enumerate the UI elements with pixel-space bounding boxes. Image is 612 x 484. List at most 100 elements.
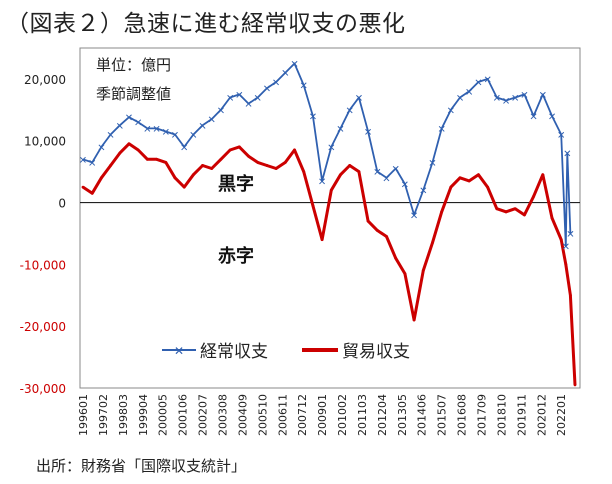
x-tick-label: 199904 bbox=[137, 394, 150, 436]
data-point bbox=[173, 176, 177, 180]
data-point bbox=[477, 173, 480, 177]
data-point: ✕ bbox=[563, 149, 571, 160]
legend-marker-current-account: ✕ bbox=[174, 344, 184, 358]
data-point bbox=[329, 188, 333, 192]
data-point: ✕ bbox=[529, 112, 537, 123]
data-point bbox=[375, 228, 379, 232]
data-point: ✕ bbox=[456, 93, 464, 104]
x-tick-label: 200308 bbox=[216, 394, 229, 436]
y-tick-label: 0 bbox=[58, 197, 66, 211]
data-point bbox=[366, 219, 370, 223]
x-tick-label: 200901 bbox=[316, 394, 329, 436]
series-line-current-account bbox=[82, 62, 572, 247]
source-note: 出所：財務省「国際収支統計」 bbox=[36, 457, 247, 475]
data-point bbox=[394, 256, 398, 260]
y-tick-label: 10,000 bbox=[24, 135, 66, 149]
x-tick-label: 201709 bbox=[476, 394, 489, 436]
data-point bbox=[90, 191, 94, 195]
data-point: ✕ bbox=[97, 143, 105, 154]
data-point: ✕ bbox=[493, 93, 501, 104]
data-point: ✕ bbox=[562, 242, 570, 253]
data-point bbox=[164, 160, 168, 164]
data-point bbox=[348, 164, 352, 167]
data-point: ✕ bbox=[336, 124, 344, 135]
legend-label-current-account: 経常収支 bbox=[200, 342, 268, 362]
data-point: ✕ bbox=[171, 131, 179, 142]
data-point: ✕ bbox=[88, 158, 96, 169]
surplus-label: 黒字 bbox=[218, 173, 254, 195]
data-point bbox=[247, 154, 250, 158]
data-point bbox=[532, 194, 536, 198]
data-point bbox=[504, 210, 508, 214]
data-point bbox=[256, 160, 260, 164]
data-point bbox=[311, 204, 315, 208]
x-tick-label: 201810 bbox=[495, 394, 508, 436]
data-point bbox=[274, 167, 278, 170]
data-point bbox=[118, 151, 122, 155]
data-point: ✕ bbox=[345, 106, 353, 117]
y-axis: 20,000 10,000 0 -10,000 -20,000 -30,000 bbox=[20, 73, 66, 396]
x-tick-label: 199702 bbox=[97, 394, 110, 436]
data-point: ✕ bbox=[198, 121, 206, 132]
x-tick-label: 201204 bbox=[376, 394, 389, 436]
data-point: ✕ bbox=[364, 127, 372, 138]
data-point: ✕ bbox=[428, 158, 436, 169]
data-point bbox=[467, 179, 471, 183]
data-point: ✕ bbox=[382, 174, 390, 185]
data-point: ✕ bbox=[483, 75, 491, 86]
data-point bbox=[339, 173, 342, 177]
data-point bbox=[550, 216, 554, 220]
data-point: ✕ bbox=[474, 78, 482, 89]
data-point bbox=[495, 207, 499, 211]
data-point bbox=[564, 262, 568, 266]
data-point bbox=[228, 148, 232, 152]
data-point bbox=[109, 164, 112, 167]
data-point bbox=[449, 185, 453, 189]
data-point bbox=[440, 210, 444, 214]
data-point: ✕ bbox=[116, 121, 124, 132]
data-point: ✕ bbox=[79, 155, 87, 166]
data-point bbox=[573, 383, 577, 387]
x-tick-label: 201406 bbox=[416, 394, 429, 436]
data-point bbox=[265, 164, 269, 167]
data-point bbox=[431, 241, 434, 245]
data-point bbox=[99, 176, 103, 180]
adjust-note: 季節調整値 bbox=[96, 85, 171, 103]
data-point: ✕ bbox=[447, 106, 455, 117]
data-point bbox=[293, 148, 296, 152]
data-point: ✕ bbox=[152, 124, 160, 135]
data-point: ✕ bbox=[566, 229, 574, 240]
x-tick-label: 199803 bbox=[117, 394, 130, 436]
data-point bbox=[210, 167, 214, 170]
data-point: ✕ bbox=[125, 113, 133, 124]
x-tick-label: 201103 bbox=[356, 394, 369, 436]
data-point: ✕ bbox=[235, 90, 243, 101]
x-tick-label: 201507 bbox=[436, 394, 449, 436]
data-point bbox=[357, 170, 361, 174]
x-tick-label: 202201 bbox=[555, 394, 568, 436]
data-point: ✕ bbox=[244, 100, 252, 111]
x-tick-label: 200207 bbox=[197, 394, 210, 436]
data-point: ✕ bbox=[539, 90, 547, 101]
series-line-trade-balance bbox=[82, 142, 577, 385]
data-point: ✕ bbox=[143, 124, 151, 135]
x-tick-label: 200409 bbox=[236, 394, 249, 436]
data-point bbox=[182, 185, 186, 189]
data-point: ✕ bbox=[208, 115, 216, 126]
y-tick-label: -30,000 bbox=[20, 382, 66, 396]
data-point bbox=[559, 238, 563, 242]
unit-note: 単位：億円 bbox=[96, 56, 171, 74]
data-point bbox=[237, 145, 241, 149]
data-point: ✕ bbox=[309, 112, 317, 123]
data-point bbox=[569, 293, 572, 297]
data-point: ✕ bbox=[327, 143, 335, 154]
x-tick-label: 202012 bbox=[535, 394, 548, 436]
x-tick-label: 200510 bbox=[256, 394, 269, 436]
plot-frame bbox=[79, 47, 581, 389]
data-point: ✕ bbox=[134, 118, 142, 129]
deficit-label: 赤字 bbox=[218, 245, 254, 267]
data-point bbox=[81, 185, 85, 189]
data-point: ✕ bbox=[290, 59, 298, 70]
x-tick-label: 201608 bbox=[456, 394, 469, 436]
data-point: ✕ bbox=[180, 143, 188, 154]
